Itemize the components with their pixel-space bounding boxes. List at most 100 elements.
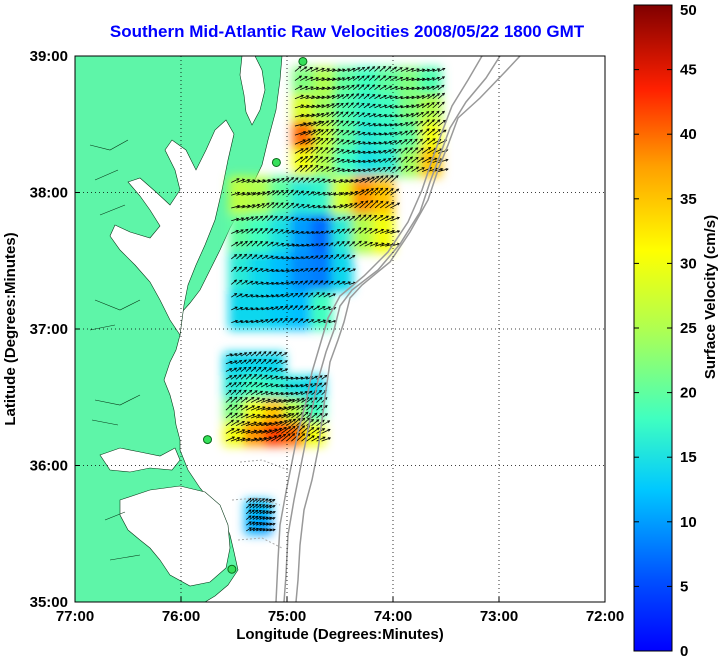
velocity-vector: [315, 113, 324, 118]
velocity-vector: [256, 437, 267, 442]
vector-head: [262, 179, 266, 183]
velocity-vector: [374, 133, 382, 136]
velocity-vector: [265, 517, 272, 520]
vector-head: [248, 521, 252, 525]
vector-head: [367, 141, 372, 145]
velocity-vector: [400, 156, 408, 163]
vector-head: [345, 111, 349, 115]
vector-head: [409, 130, 413, 134]
velocity-vector: [369, 151, 376, 154]
velocity-vector: [400, 130, 408, 136]
vector-head: [337, 217, 341, 220]
velocity-vector: [246, 228, 253, 234]
vector-head: [253, 373, 258, 377]
vector-head: [289, 305, 294, 309]
velocity-vector: [379, 201, 389, 209]
vector-head: [325, 230, 330, 234]
velocity-vector: [315, 147, 323, 154]
velocity-vector: [416, 147, 424, 154]
velocity-vector: [321, 120, 329, 127]
velocity-vector: [364, 176, 375, 183]
vector-head: [321, 292, 325, 296]
velocity-vector: [359, 241, 368, 247]
vector-head: [362, 122, 366, 126]
velocity-cell: [334, 94, 357, 123]
velocity-vector: [286, 413, 295, 419]
velocity-vector: [315, 166, 324, 172]
radar-station-marker: [227, 564, 237, 574]
velocity-vector: [281, 413, 291, 419]
velocity-vector: [245, 359, 252, 365]
vector-head: [309, 383, 313, 387]
vector-head: [378, 123, 382, 127]
velocity-vector: [261, 255, 268, 260]
velocity-vector: [344, 268, 351, 273]
vector-head: [322, 205, 327, 209]
vector-head: [426, 68, 431, 72]
vector-head: [331, 218, 335, 221]
vector-head: [328, 205, 332, 209]
velocity-vector: [292, 244, 299, 247]
vector-head: [306, 204, 311, 208]
velocity-vector: [266, 435, 277, 442]
vector-head: [253, 429, 258, 433]
vector-head: [375, 187, 379, 191]
vector-head: [294, 305, 298, 309]
vector-head: [274, 428, 278, 432]
velocity-vector: [240, 430, 251, 434]
vector-head: [242, 429, 246, 433]
vector-head: [240, 229, 244, 233]
vector-head: [363, 214, 367, 218]
vector-head: [245, 413, 249, 417]
velocity-vector: [249, 515, 255, 520]
vector-head: [426, 128, 430, 132]
velocity-vector: [349, 241, 355, 247]
velocity-vector: [236, 293, 243, 298]
velocity-vector: [292, 231, 299, 234]
velocity-vector: [338, 254, 345, 260]
velocity-vector: [231, 320, 238, 324]
vector-head: [273, 359, 278, 363]
velocity-cell: [377, 94, 400, 123]
velocity-vector: [297, 218, 304, 222]
velocity-vector: [286, 377, 293, 380]
vector-head: [307, 138, 311, 142]
velocity-vector: [422, 86, 430, 91]
velocity-vector: [236, 241, 243, 247]
velocity-vector: [331, 148, 340, 154]
bathymetry-contour: [275, 56, 483, 602]
vector-head: [404, 147, 408, 151]
velocity-vector: [358, 141, 366, 145]
vector-head: [360, 200, 364, 204]
velocity-vector: [316, 436, 326, 442]
velocity-vector: [390, 105, 398, 109]
velocity-vector: [400, 165, 408, 172]
vector-head: [391, 229, 395, 233]
vector-head: [265, 255, 269, 258]
velocity-vector: [384, 75, 392, 81]
velocity-vector: [240, 438, 251, 442]
velocity-vector: [326, 128, 334, 136]
velocity-vector: [261, 422, 272, 427]
velocity-vector: [281, 433, 291, 442]
velocity-vector: [225, 419, 234, 427]
velocity-vector: [416, 103, 425, 109]
velocity-vector: [427, 93, 435, 100]
velocity-vector: [318, 319, 326, 324]
vector-head: [288, 413, 292, 416]
vector-head: [394, 114, 399, 118]
velocity-vector: [251, 307, 259, 311]
vector-head: [388, 66, 392, 70]
velocity-vector: [310, 165, 319, 172]
velocity-vector: [308, 319, 314, 323]
velocity-vector: [256, 215, 263, 222]
vector-head: [337, 68, 341, 72]
vector-head: [254, 390, 258, 394]
velocity-vector: [390, 86, 398, 91]
vector-head: [245, 228, 249, 232]
vector-head: [234, 360, 238, 364]
velocity-vector: [266, 202, 275, 209]
x-tick-label: 75:00: [268, 608, 306, 625]
vector-head: [319, 404, 323, 408]
velocity-vector: [308, 177, 314, 183]
